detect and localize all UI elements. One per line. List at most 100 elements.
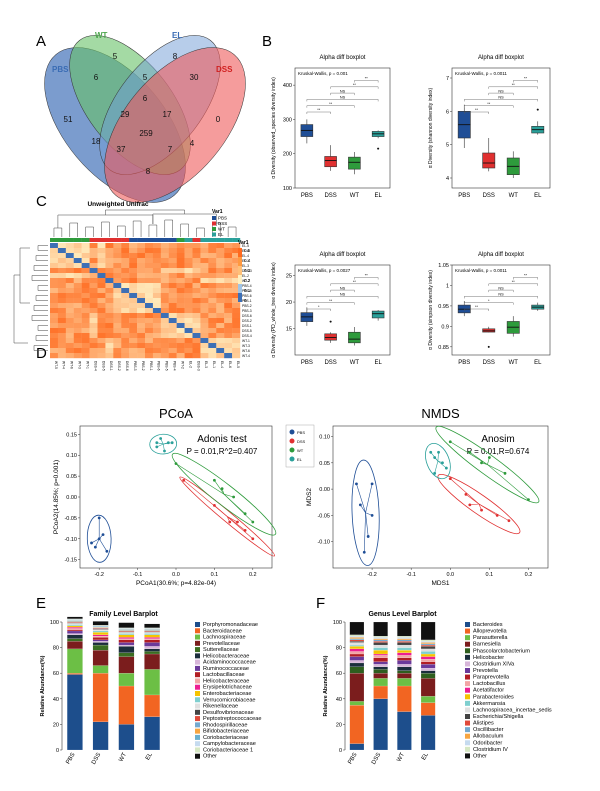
bar-segment [349,637,365,639]
significance-bracket [354,80,379,83]
heatmap-cell [184,248,193,254]
heatmap-cell [57,278,67,284]
legend-label: Lachnospiraceae [203,635,246,641]
heatmap-cell [200,253,209,259]
heatmap-cell [160,263,169,269]
heatmap-cell [168,258,177,264]
heatmap-cell [50,308,59,314]
significance-label: NS [498,286,504,290]
x-tick-label: PBS [458,193,470,199]
colorbar-segment [238,257,242,266]
bar-segment [92,628,109,630]
heatmap-cell [105,318,114,324]
heatmap-cell [137,263,146,269]
heatmap-cell [192,268,201,274]
heatmap-cell [152,353,162,359]
plot-frame [79,425,273,569]
bar-segment [397,642,412,646]
heatmap-cell [184,348,193,354]
bar-segment [144,629,160,631]
plot-frame [451,67,551,189]
bar-segment [397,652,412,656]
bar-segment [67,620,83,622]
heatmap-cell [232,333,241,339]
heatmap-cell [232,248,241,254]
x-tick-label: PBS [65,752,76,765]
heatmap-cell [57,318,67,324]
bar-segment [349,641,365,643]
heatmap-cell [89,313,98,319]
significance-label: ** [317,108,320,112]
heatmap-cell [216,273,225,279]
heatmap-cell [145,343,154,349]
legend-label: Peptostreptococcaceae [203,716,261,722]
heatmap-cell [73,258,82,264]
legend-label: Coriobacteriaceae 1 [203,747,253,753]
heatmap-cell [224,258,233,264]
heatmap-cell [129,313,138,319]
bar-segment [92,665,109,674]
kruskal-wallis-label: Kruskal-Wallis, p = 0.0027 [298,268,351,273]
bar-segment [92,673,109,722]
bar-segment [397,666,412,671]
heatmap-cell [152,283,162,289]
bar-segment [420,661,436,665]
legend-label: Parasutterella [473,635,508,641]
heatmap-cell [65,253,74,259]
bar-segment [67,623,83,625]
spider-line [365,512,369,537]
bar-segment [144,630,160,632]
legend-marker [289,456,295,462]
col-label: DSS-5 [101,361,105,371]
panel-label-f: F [316,595,325,612]
bar-segment [67,674,83,751]
heatmap-cell [57,323,67,329]
bar-segment [420,668,436,671]
legend-label: EL [297,457,303,462]
sample-point-pbs [358,503,362,507]
sample-point-el [444,466,448,470]
heatmap-cell [65,268,74,274]
heatmap-cell [65,258,74,264]
significance-label: NS [340,96,346,100]
heatmap-cell [200,268,209,274]
legend-swatch [195,697,200,703]
heatmap-cell [208,343,217,349]
heatmap-cell [129,323,138,329]
bar-segment [349,648,365,652]
heatmap-cell [73,303,82,309]
bar-segment [144,634,160,638]
heatmap-cell [65,263,74,269]
heatmap-cell [105,293,114,299]
row-dendrogram [13,245,48,351]
sample-point-el [170,441,174,445]
bar-segment [92,639,109,642]
bar-segment [373,664,388,667]
bar-segment [67,633,83,635]
group-color-cell [152,238,162,242]
test-name: Adonis test [197,434,247,445]
legend-swatch [212,232,216,237]
legend-swatch [465,641,470,647]
heatmap-cell [192,243,201,249]
heatmap-cell [113,323,122,329]
y-tick-label: 0.10 [319,435,330,441]
sample-point-pbs [355,482,358,486]
heatmap-cell [216,283,225,289]
heatmap-cell [113,273,122,279]
sample-point-pbs [370,514,374,517]
heatmap-cell [208,308,217,314]
heatmap-cell [73,353,82,359]
significance-bracket [330,86,379,89]
heatmap-cell [224,263,233,269]
heatmap-cell [152,263,162,269]
col-label: WT-2 [180,361,184,369]
ordination-title: NMDS [421,406,460,421]
heatmap-cell [176,253,185,259]
significance-bracket [464,99,538,102]
heatmap-cell [105,248,114,254]
significance-bracket [464,111,489,114]
col-label: EL-6 [228,361,232,368]
heatmap-cell [232,243,241,249]
heatmap-cell [105,348,114,354]
